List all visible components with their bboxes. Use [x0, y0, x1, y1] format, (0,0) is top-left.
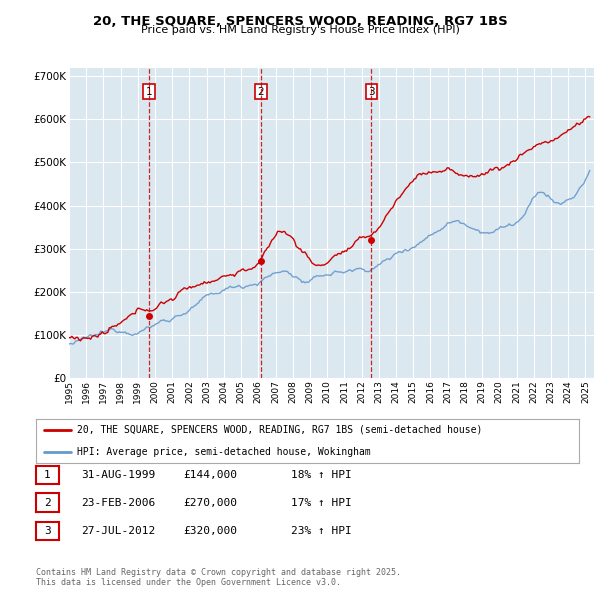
Text: £320,000: £320,000: [183, 526, 237, 536]
Text: 1: 1: [44, 470, 51, 480]
Text: 3: 3: [44, 526, 51, 536]
Text: HPI: Average price, semi-detached house, Wokingham: HPI: Average price, semi-detached house,…: [77, 447, 370, 457]
Text: 17% ↑ HPI: 17% ↑ HPI: [291, 498, 352, 507]
Text: 23% ↑ HPI: 23% ↑ HPI: [291, 526, 352, 536]
Text: 2: 2: [44, 498, 51, 507]
Text: 18% ↑ HPI: 18% ↑ HPI: [291, 470, 352, 480]
Text: 1: 1: [146, 87, 152, 97]
Text: £144,000: £144,000: [183, 470, 237, 480]
Text: Price paid vs. HM Land Registry's House Price Index (HPI): Price paid vs. HM Land Registry's House …: [140, 25, 460, 35]
Text: 27-JUL-2012: 27-JUL-2012: [81, 526, 155, 536]
Text: 31-AUG-1999: 31-AUG-1999: [81, 470, 155, 480]
Text: 2: 2: [257, 87, 264, 97]
Text: Contains HM Land Registry data © Crown copyright and database right 2025.
This d: Contains HM Land Registry data © Crown c…: [36, 568, 401, 587]
Text: 23-FEB-2006: 23-FEB-2006: [81, 498, 155, 507]
Text: 20, THE SQUARE, SPENCERS WOOD, READING, RG7 1BS (semi-detached house): 20, THE SQUARE, SPENCERS WOOD, READING, …: [77, 425, 482, 435]
Text: 20, THE SQUARE, SPENCERS WOOD, READING, RG7 1BS: 20, THE SQUARE, SPENCERS WOOD, READING, …: [92, 15, 508, 28]
Text: £270,000: £270,000: [183, 498, 237, 507]
Text: 3: 3: [368, 87, 375, 97]
